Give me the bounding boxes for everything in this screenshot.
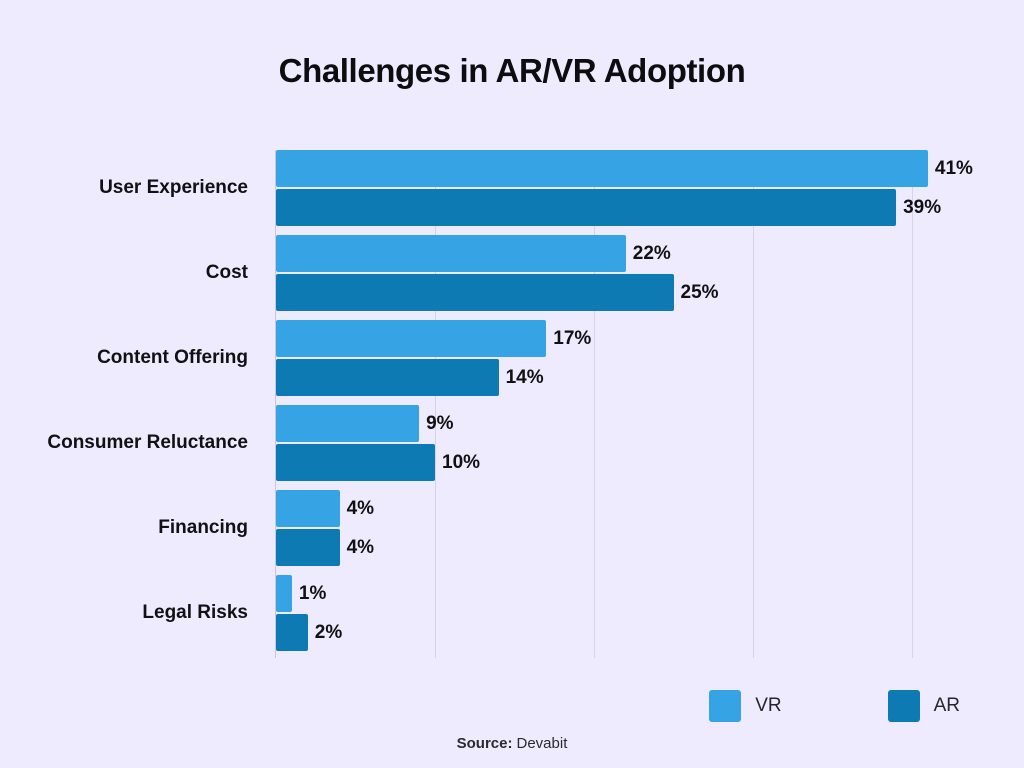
bar-value-label: 9%	[426, 413, 454, 434]
bar-value-label: 10%	[442, 452, 481, 473]
legend-label: AR	[933, 695, 960, 716]
bar-row: 4%	[276, 529, 374, 566]
bar-row: 17%	[276, 320, 591, 357]
bar-value-label: 25%	[680, 282, 719, 303]
category-axis-labels: User Experience Cost Content Offering Consu…	[0, 150, 262, 658]
legend-swatch-icon	[887, 690, 920, 722]
plot-area: 41% 39% 22% 25% 17% 14% 9% 10% 4% 4% 1% 2%	[275, 150, 973, 658]
category-label: Cost	[205, 262, 248, 283]
bar-ar[interactable]	[276, 189, 897, 226]
category-label: Content Offering	[97, 347, 248, 368]
bar-value-label: 39%	[903, 197, 942, 218]
bar-vr[interactable]	[276, 235, 626, 272]
category-label: Legal Risks	[142, 602, 248, 623]
bar-value-label: 4%	[346, 498, 375, 519]
bar-ar[interactable]	[276, 529, 340, 566]
legend-label: VR	[755, 695, 782, 716]
bar-vr[interactable]	[276, 150, 928, 187]
category-label: User Experience	[99, 177, 248, 198]
chart-title: Challenges in AR/VR Adoption	[278, 52, 746, 89]
bar-ar[interactable]	[276, 614, 308, 651]
bar-groups: 41% 39% 22% 25% 17% 14% 9% 10% 4% 4% 1% 2%	[276, 150, 973, 658]
bar-group: 1% 2%	[276, 575, 960, 651]
bar-value-label: 17%	[553, 328, 592, 349]
bar-row: 25%	[276, 274, 719, 311]
bar-value-label: 1%	[298, 583, 327, 604]
bar-row: 22%	[276, 235, 671, 272]
category-label: Consumer Reluctance	[47, 432, 248, 453]
bar-row: 41%	[276, 150, 973, 187]
bar-value-label: 2%	[314, 622, 343, 643]
bar-ar[interactable]	[276, 444, 435, 481]
bar-row: 14%	[276, 359, 544, 396]
legend-item-vr[interactable]: VR	[709, 690, 782, 722]
source-label: Source:	[456, 735, 513, 752]
bar-group: 17% 14%	[276, 320, 960, 396]
bar-row: 2%	[276, 614, 342, 651]
bar-vr[interactable]	[276, 320, 547, 357]
bar-vr[interactable]	[276, 575, 292, 612]
legend-item-ar[interactable]: AR	[887, 690, 960, 722]
bar-ar[interactable]	[276, 359, 499, 396]
bar-row: 39%	[276, 189, 941, 226]
source-note: Source: Devabit	[0, 735, 1024, 752]
bar-group: 9% 10%	[276, 405, 960, 481]
value-axis-line	[275, 150, 276, 658]
category-label: Financing	[158, 517, 248, 538]
chart-legend: VR AR	[0, 690, 1024, 722]
bar-row: 9%	[276, 405, 454, 442]
legend-swatch-icon	[709, 690, 742, 722]
bar-value-label: 41%	[934, 158, 973, 179]
source-value: Devabit	[516, 735, 568, 752]
bar-value-label: 14%	[505, 367, 544, 388]
bar-row: 1%	[276, 575, 326, 612]
bar-vr[interactable]	[276, 490, 340, 527]
bar-group: 22% 25%	[276, 235, 960, 311]
bar-group: 4% 4%	[276, 490, 960, 566]
bar-row: 4%	[276, 490, 374, 527]
bar-value-label: 4%	[346, 537, 375, 558]
bar-value-label: 22%	[632, 243, 671, 264]
bar-ar[interactable]	[276, 274, 674, 311]
bar-group: 41% 39%	[276, 150, 973, 226]
bar-vr[interactable]	[276, 405, 420, 442]
bar-row: 10%	[276, 444, 480, 481]
